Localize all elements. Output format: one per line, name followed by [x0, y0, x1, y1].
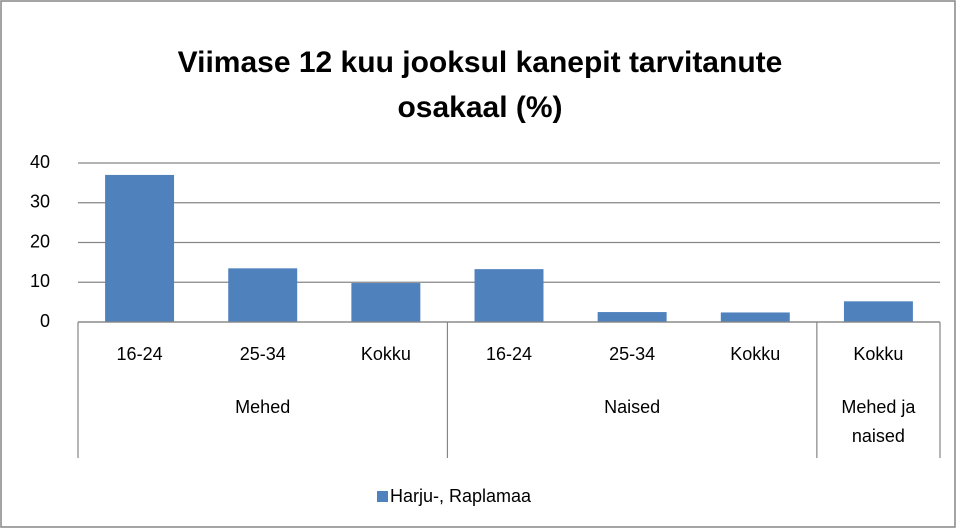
x-tick-label: 25-34: [240, 344, 286, 364]
chart-title: Viimase 12 kuu jooksul kanepit tarvitanu…: [177, 46, 783, 124]
x-tick-label: 25-34: [609, 344, 655, 364]
x-tick-label: Kokku: [361, 344, 411, 364]
legend-swatch: [377, 491, 388, 502]
group-label: Naised: [604, 397, 661, 417]
group-label: Mehed: [235, 397, 291, 417]
x-tick-label: 16-24: [486, 344, 532, 364]
legend-label: Harju-, Raplamaa: [390, 486, 532, 506]
bar: [105, 174, 175, 322]
bar: [597, 312, 667, 322]
bar: [474, 269, 544, 322]
x-tick-label: Kokku: [730, 344, 780, 364]
bar: [720, 312, 790, 322]
y-tick-label: 0: [40, 311, 50, 331]
x-tick-label: Kokku: [853, 344, 903, 364]
x-tick-label: 16-24: [117, 344, 163, 364]
y-tick-label: 40: [30, 152, 50, 172]
bar: [351, 283, 421, 322]
bar: [228, 268, 298, 322]
y-tick-label: 20: [30, 231, 50, 251]
y-tick-label: 10: [30, 271, 50, 291]
y-tick-label: 30: [30, 192, 50, 212]
bar: [843, 301, 913, 322]
group-label: Mehed ja naised: [841, 397, 916, 446]
